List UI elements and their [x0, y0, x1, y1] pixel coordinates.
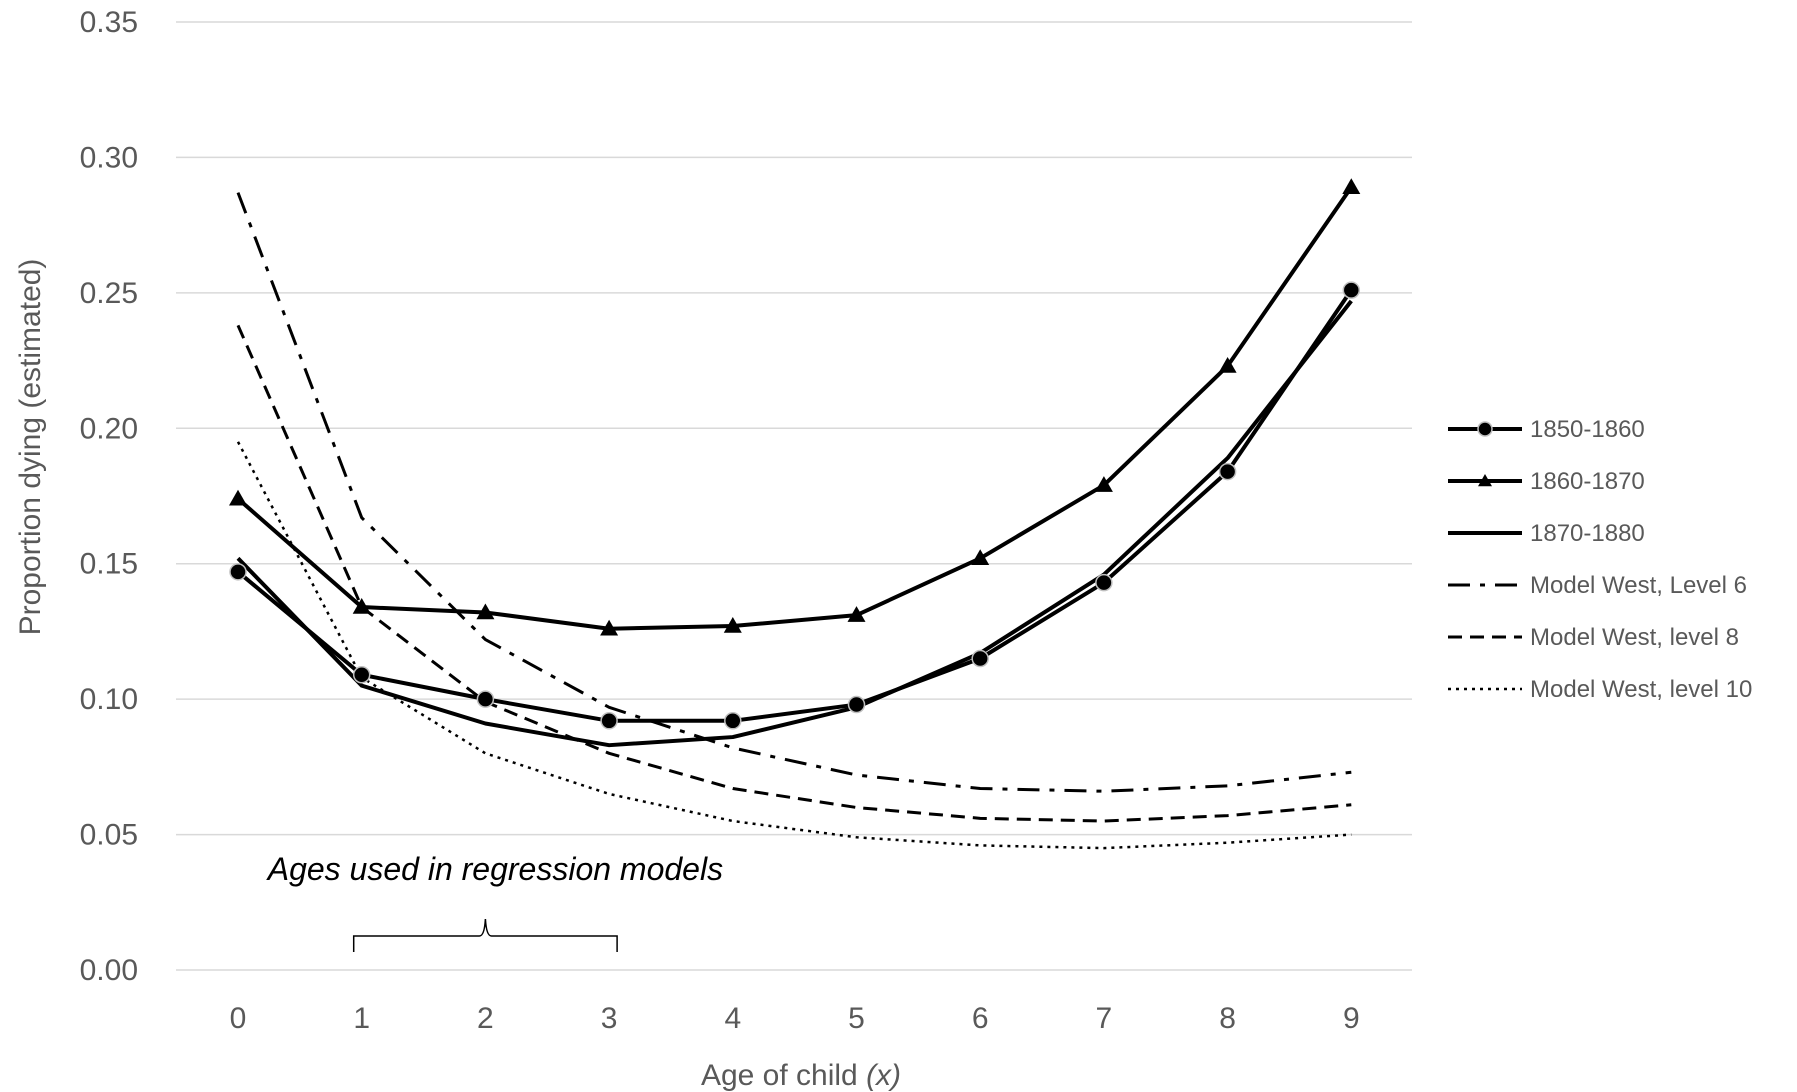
y-tick-label: 0.30 — [80, 141, 138, 174]
data-point — [847, 606, 866, 622]
x-tick-label: 5 — [848, 1002, 865, 1035]
x-tick-label: 6 — [972, 1002, 989, 1035]
series-model-west-level-10 — [236, 441, 1352, 850]
legend-item: 1860-1870 — [1448, 468, 1645, 495]
y-axis-ticks: 0.00 0.05 0.10 0.15 0.20 0.25 0.30 0.35 — [80, 6, 138, 987]
data-point — [1218, 356, 1237, 373]
annotation-text: Ages used in regression models — [266, 851, 723, 887]
x-axis-ticks: 0 1 2 3 4 5 6 7 8 9 — [230, 1002, 1360, 1035]
series-line — [236, 324, 1352, 823]
y-tick-label: 0.05 — [80, 819, 138, 852]
y-tick-label: 0.00 — [80, 954, 138, 987]
data-point — [1477, 421, 1493, 437]
data-point — [971, 649, 989, 668]
data-point — [600, 712, 618, 730]
annotation-brace — [352, 918, 618, 952]
x-tick-label: 3 — [601, 1002, 618, 1035]
x-tick-label: 0 — [230, 1002, 247, 1035]
x-tick-label: 1 — [353, 1002, 370, 1035]
y-tick-label: 0.15 — [80, 548, 138, 581]
y-tick-label: 0.35 — [80, 6, 138, 39]
series-lines — [229, 178, 1361, 850]
x-axis-title-variable: (x) — [866, 1059, 901, 1092]
x-tick-label: 9 — [1343, 1002, 1360, 1035]
legend-item: Model West, level 10 — [1448, 676, 1752, 703]
data-point — [724, 712, 742, 730]
data-point — [476, 603, 495, 620]
data-point — [600, 619, 619, 636]
series-1850-1860 — [229, 281, 1361, 730]
data-point — [1094, 476, 1113, 492]
grid-lines — [176, 21, 1412, 971]
y-tick-label: 0.25 — [80, 277, 138, 310]
legend-label: Model West, Level 6 — [1530, 572, 1747, 599]
legend-item: Model West, level 8 — [1448, 624, 1739, 651]
series-line — [236, 289, 1353, 723]
legend-item: 1870-1880 — [1448, 520, 1645, 547]
x-tick-label: 8 — [1219, 1002, 1236, 1035]
series-line — [236, 186, 1353, 631]
y-axis-title: Proportion dying (estimated) — [14, 259, 47, 636]
series-1870-1880 — [236, 299, 1353, 748]
data-point — [229, 489, 247, 506]
data-point — [229, 563, 247, 581]
series-line — [236, 441, 1352, 850]
data-point — [352, 666, 371, 684]
x-axis-title-spacer — [858, 1059, 866, 1092]
y-tick-label: 0.10 — [80, 683, 138, 716]
x-tick-label: 7 — [1096, 1002, 1113, 1035]
data-point — [1342, 281, 1361, 299]
series-model-west-level-8 — [236, 324, 1352, 823]
series-1860-1870 — [229, 178, 1361, 636]
series-line — [236, 299, 1353, 748]
data-point — [723, 617, 742, 633]
data-point — [971, 549, 990, 566]
x-tick-label: 4 — [724, 1002, 741, 1035]
data-point — [1218, 462, 1237, 481]
data-point — [1095, 573, 1113, 592]
data-point — [1342, 178, 1361, 194]
x-axis-title: Age of child (x) — [701, 1059, 901, 1092]
series-model-west-level-6 — [236, 192, 1352, 793]
legend-label: 1860-1870 — [1530, 468, 1645, 495]
data-point — [352, 598, 371, 614]
legend-item: Model West, Level 6 — [1448, 572, 1747, 599]
data-point — [476, 690, 495, 708]
legend-label: Model West, level 8 — [1530, 624, 1739, 651]
x-axis-title-text: Age of child — [701, 1059, 858, 1092]
legend-label: 1850-1860 — [1530, 416, 1645, 443]
y-tick-label: 0.20 — [80, 412, 138, 445]
annotation-group: Ages used in regression models — [266, 851, 723, 952]
data-point — [1478, 474, 1492, 487]
legend-label: 1870-1880 — [1530, 520, 1645, 547]
series-line — [236, 192, 1352, 793]
data-point — [847, 695, 866, 714]
x-tick-label: 2 — [477, 1002, 494, 1035]
legend-item: 1850-1860 — [1448, 416, 1645, 443]
legend-label: Model West, level 10 — [1530, 676, 1752, 703]
legend: 1850-1860 1860-1870 1870-1880 Model West, L… — [1448, 416, 1752, 703]
